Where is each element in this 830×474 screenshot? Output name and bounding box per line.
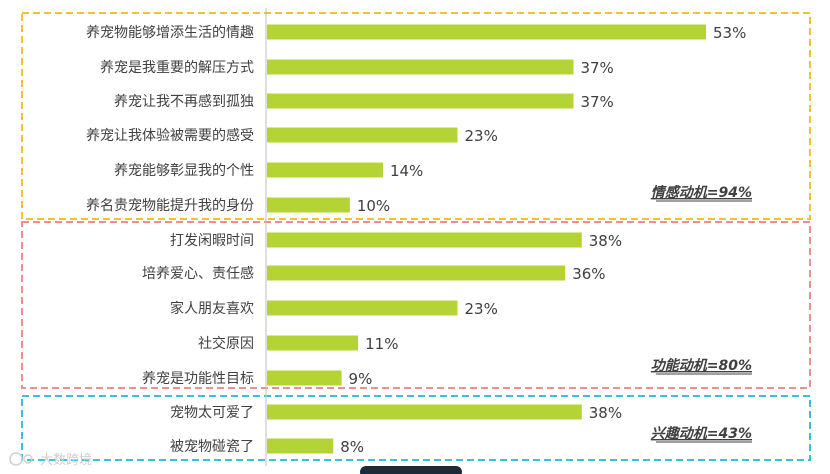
category-label: 养宠能够彰显我的个性 [114,162,254,179]
category-label: 养宠是功能性目标 [142,371,254,387]
group-box [21,221,811,389]
bar [267,335,359,351]
watermark: 大数跨境 [9,452,92,468]
bar [267,59,574,75]
bars [267,24,706,454]
bar [267,300,458,316]
bar [267,370,342,386]
group-label: 情感动机=94% [651,184,752,201]
value-label: 36% [572,265,605,283]
value-label: 37% [580,93,613,111]
value-label: 53% [713,24,746,42]
value-label: 10% [357,197,390,215]
value-label: 23% [465,127,498,145]
category-label: 养名贵宠物能提升我的身份 [86,198,254,214]
group-box [21,12,811,220]
bar [267,197,350,213]
category-label: 养宠是我重要的解压方式 [100,60,254,76]
category-label: 养宠物能够增添生活的情趣 [86,25,254,41]
value-label: 8% [340,438,364,456]
watermark-logo-dot-icon [23,454,33,464]
scroll-indicator [360,466,462,474]
category-label: 养宠让我体验被需要的感受 [86,127,254,144]
bar [267,24,706,40]
watermark-text: 大数跨境 [40,453,92,468]
value-label: 23% [465,300,498,318]
bar [267,93,574,109]
value-label: 11% [365,335,398,353]
group-label: 兴趣动机=43% [651,425,752,442]
bar [267,438,334,454]
value-label: 37% [580,59,613,77]
group-label: 功能动机=80% [651,357,752,374]
bar [267,127,458,143]
value-label: 14% [390,162,423,180]
value-label: 38% [589,232,622,250]
group-boxes: 情感动机=94% 功能动机=80% 兴趣动机=43% [21,12,811,461]
bar [267,232,582,248]
category-label: 打发闲暇时间 [170,232,254,249]
bar [267,162,383,178]
category-label: 宠物太可爱了 [170,405,254,421]
bar [267,404,582,420]
category-label: 社交原因 [198,335,254,352]
value-label: 38% [589,404,622,422]
value-label: 9% [349,370,373,388]
labels: 养宠物能够增添生活的情趣 53% 养宠是我重要的解压方式 37% 养宠让我不再感到孤独 3… [86,24,746,456]
bar [267,265,566,281]
category-label: 培养爱心、责任感 [142,265,254,282]
watermark-logo-icon [9,452,23,466]
category-label: 养宠让我不再感到孤独 [114,93,254,110]
category-label: 家人朋友喜欢 [170,300,254,317]
group-box [21,395,811,461]
category-label: 被宠物碰瓷了 [170,439,254,455]
